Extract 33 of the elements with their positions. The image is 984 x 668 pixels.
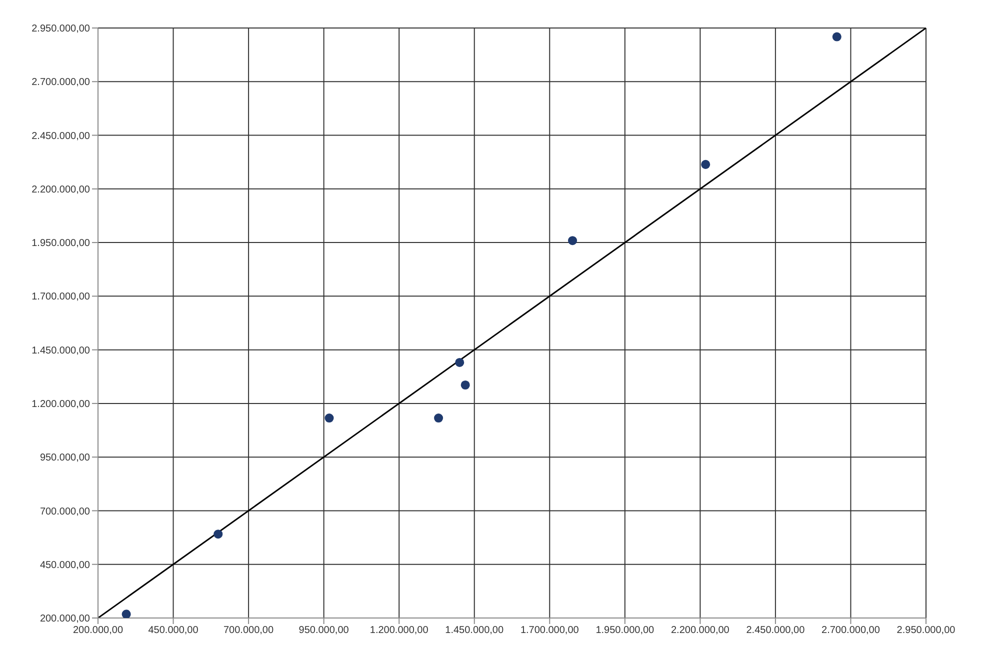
x-tick-label: 1.450.000,00: [445, 625, 504, 636]
point: [568, 236, 578, 246]
point: [460, 380, 470, 390]
point: [122, 610, 131, 618]
y-tick-label: 450.000,00: [40, 560, 90, 571]
x-tick-label: 2.200.000,00: [670, 625, 730, 636]
y-tick-label: 700.000,00: [40, 506, 90, 518]
x-tick-label: 700.000,00: [224, 625, 274, 636]
y-tick-label: 200.000,00: [40, 614, 90, 625]
point: [214, 530, 223, 539]
y-tick-label: 1.200.000,00: [32, 399, 90, 410]
y-tick-label: 2.450.000,00: [32, 130, 90, 142]
y-tick-label: 2.700.000,00: [32, 77, 90, 88]
point: [324, 414, 334, 423]
point: [701, 160, 710, 169]
y-tick-label: 1.450.000,00: [32, 345, 90, 356]
y-tick-label: 950.000,00: [40, 452, 90, 464]
y-tick-label: 2.200.000,00: [32, 184, 90, 196]
x-tick-label: 2.700.000,00: [822, 625, 880, 636]
y-tick-label: 2.950.000,00: [32, 24, 90, 35]
x-tick-label: 2.950.000,00: [896, 625, 956, 636]
y-tick-label: 1.950.000,00: [32, 238, 90, 250]
point: [455, 358, 464, 367]
x-tick-label: 950.000,00: [298, 625, 350, 636]
x-tick-label: 450.000,00: [148, 625, 199, 636]
y-tick-label: 1.700.000,00: [32, 292, 90, 303]
x-tick-label: 200.000,00: [72, 625, 124, 636]
x-tick-label: 1.700.000,00: [520, 625, 580, 636]
x-tick-label: 2.450.000,00: [746, 625, 806, 636]
point: [832, 32, 842, 42]
x-tick-label: 1.200.000,00: [370, 625, 429, 636]
point: [434, 414, 444, 423]
x-tick-label: 1.950.000,00: [596, 625, 655, 636]
